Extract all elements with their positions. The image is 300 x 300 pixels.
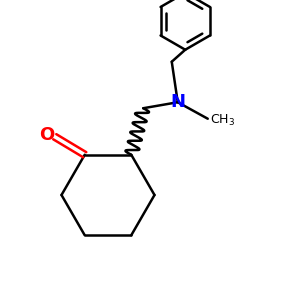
Text: CH$_3$: CH$_3$ — [210, 113, 235, 128]
Text: N: N — [170, 93, 185, 111]
Text: O: O — [39, 126, 54, 144]
